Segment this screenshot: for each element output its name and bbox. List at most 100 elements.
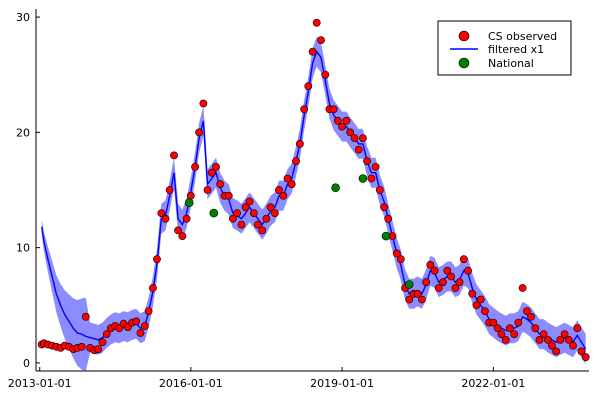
y-tick-label: 0: [23, 357, 30, 370]
cs-observed-point: [430, 266, 439, 275]
cs-observed-point: [170, 151, 178, 160]
cs-observed-point: [539, 330, 548, 338]
cs-observed-point: [165, 186, 174, 194]
cs-observed-point: [81, 312, 90, 321]
national-point: [358, 174, 368, 183]
cs-observed-point: [527, 312, 535, 321]
cs-observed-point: [161, 214, 170, 223]
cs-observed-point: [191, 162, 199, 171]
cs-observed-point: [426, 260, 435, 269]
cs-observed-point: [443, 266, 452, 275]
cs-observed-point: [434, 284, 443, 292]
cs-observed-point: [422, 278, 430, 287]
cs-observed-point: [304, 82, 313, 91]
cs-observed-point: [241, 203, 250, 212]
cs-observed-point: [253, 220, 262, 229]
cs-observed-point: [275, 186, 283, 194]
cs-observed-point: [212, 162, 220, 171]
cs-observed-point: [350, 134, 359, 142]
cs-observed-point: [417, 295, 426, 304]
national-point: [381, 231, 391, 241]
cs-observed-point: [258, 226, 267, 235]
cs-observed-point: [392, 249, 401, 258]
cs-observed-point: [548, 341, 556, 350]
cs-observed-point: [358, 134, 367, 142]
cs-observed-point: [472, 301, 481, 310]
cs-observed-point: [216, 180, 225, 189]
cs-observed-point: [451, 284, 460, 292]
cs-observed-point: [300, 105, 309, 114]
x-ticks: 2013-01-01 2016-01-01 2019-01-01 2022-01-01: [8, 367, 525, 390]
cs-observed-point: [459, 255, 468, 264]
cs-observed-point: [245, 197, 254, 206]
cs-observed-point: [531, 324, 540, 333]
cs-observed-point: [535, 335, 544, 344]
cs-observed-point: [464, 266, 472, 275]
cs-observed-point: [157, 209, 166, 217]
cs-observed-point: [342, 116, 351, 125]
cs-observed-point: [308, 47, 317, 56]
cs-observed-point: [329, 105, 338, 114]
cs-observed-point: [228, 214, 237, 223]
cs-observed-point: [338, 122, 346, 131]
y-tick-label: 10: [16, 242, 30, 255]
cs-observed-point: [174, 226, 182, 235]
cs-observed-point: [363, 157, 371, 166]
national-point: [209, 208, 219, 218]
cs-observed-point: [371, 162, 380, 171]
cs-observed-point: [279, 191, 288, 200]
cs-observed-point: [77, 342, 86, 351]
cs-observed-point: [439, 278, 447, 287]
confidence-band-layer: [41, 36, 586, 371]
cs-observed-point: [405, 295, 414, 304]
cs-observed-point: [233, 209, 241, 217]
cs-observed-point: [148, 284, 157, 292]
cs-observed-point: [493, 324, 502, 333]
cs-observed-point: [186, 191, 195, 200]
legend: CS observed filtered x1 National: [437, 20, 572, 76]
national-point: [331, 183, 340, 192]
filtered-band: [41, 36, 586, 371]
cs-observed-point: [102, 330, 111, 338]
cs-observed-point: [367, 174, 376, 183]
national-point: [184, 198, 194, 207]
cs-observed-point: [396, 255, 405, 264]
cs-observed-point: [523, 307, 531, 315]
cs-observed-point: [132, 317, 141, 326]
cs-observed-point: [237, 220, 246, 229]
cs-observed-point: [497, 330, 506, 338]
cs-observed-point: [468, 289, 477, 298]
cs-observed-point: [510, 330, 519, 338]
cs-observed-point: [518, 284, 527, 292]
axes: [35, 9, 589, 372]
cs-observed-point: [455, 278, 464, 287]
cs-observed-point: [480, 307, 489, 315]
cs-observed-point: [98, 338, 107, 347]
cs-observed-point: [266, 203, 275, 212]
observed-points-layer: [37, 18, 590, 362]
cs-observed-point: [94, 345, 103, 353]
cs-observed-point: [573, 324, 582, 333]
cs-observed-point: [195, 128, 203, 137]
cs-observed-point: [346, 128, 355, 137]
cs-observed-point: [153, 255, 161, 264]
cs-observed-point: [476, 295, 485, 304]
legend-label-national: National: [488, 57, 534, 70]
legend-label-filtered-x1: filtered x1: [488, 43, 544, 56]
cs-observed-point: [317, 36, 325, 44]
cs-observed-point: [136, 329, 145, 337]
cs-observed-point: [514, 318, 523, 327]
y-ticks: 0 10 20 30: [16, 11, 40, 370]
cs-observed-point: [292, 157, 300, 166]
cs-observed-point: [333, 116, 342, 125]
cs-observed-point: [380, 203, 388, 212]
x-tick-label: 2013-01-01: [8, 377, 72, 390]
cs-observed-point: [262, 214, 271, 223]
cs-observed-point: [552, 347, 561, 356]
cs-observed-point: [413, 289, 422, 298]
cs-observed-point: [182, 214, 191, 223]
cs-observed-point: [581, 353, 590, 362]
cs-observed-point: [560, 330, 569, 338]
cs-observed-point: [384, 214, 393, 223]
cs-observed-point: [249, 209, 258, 217]
